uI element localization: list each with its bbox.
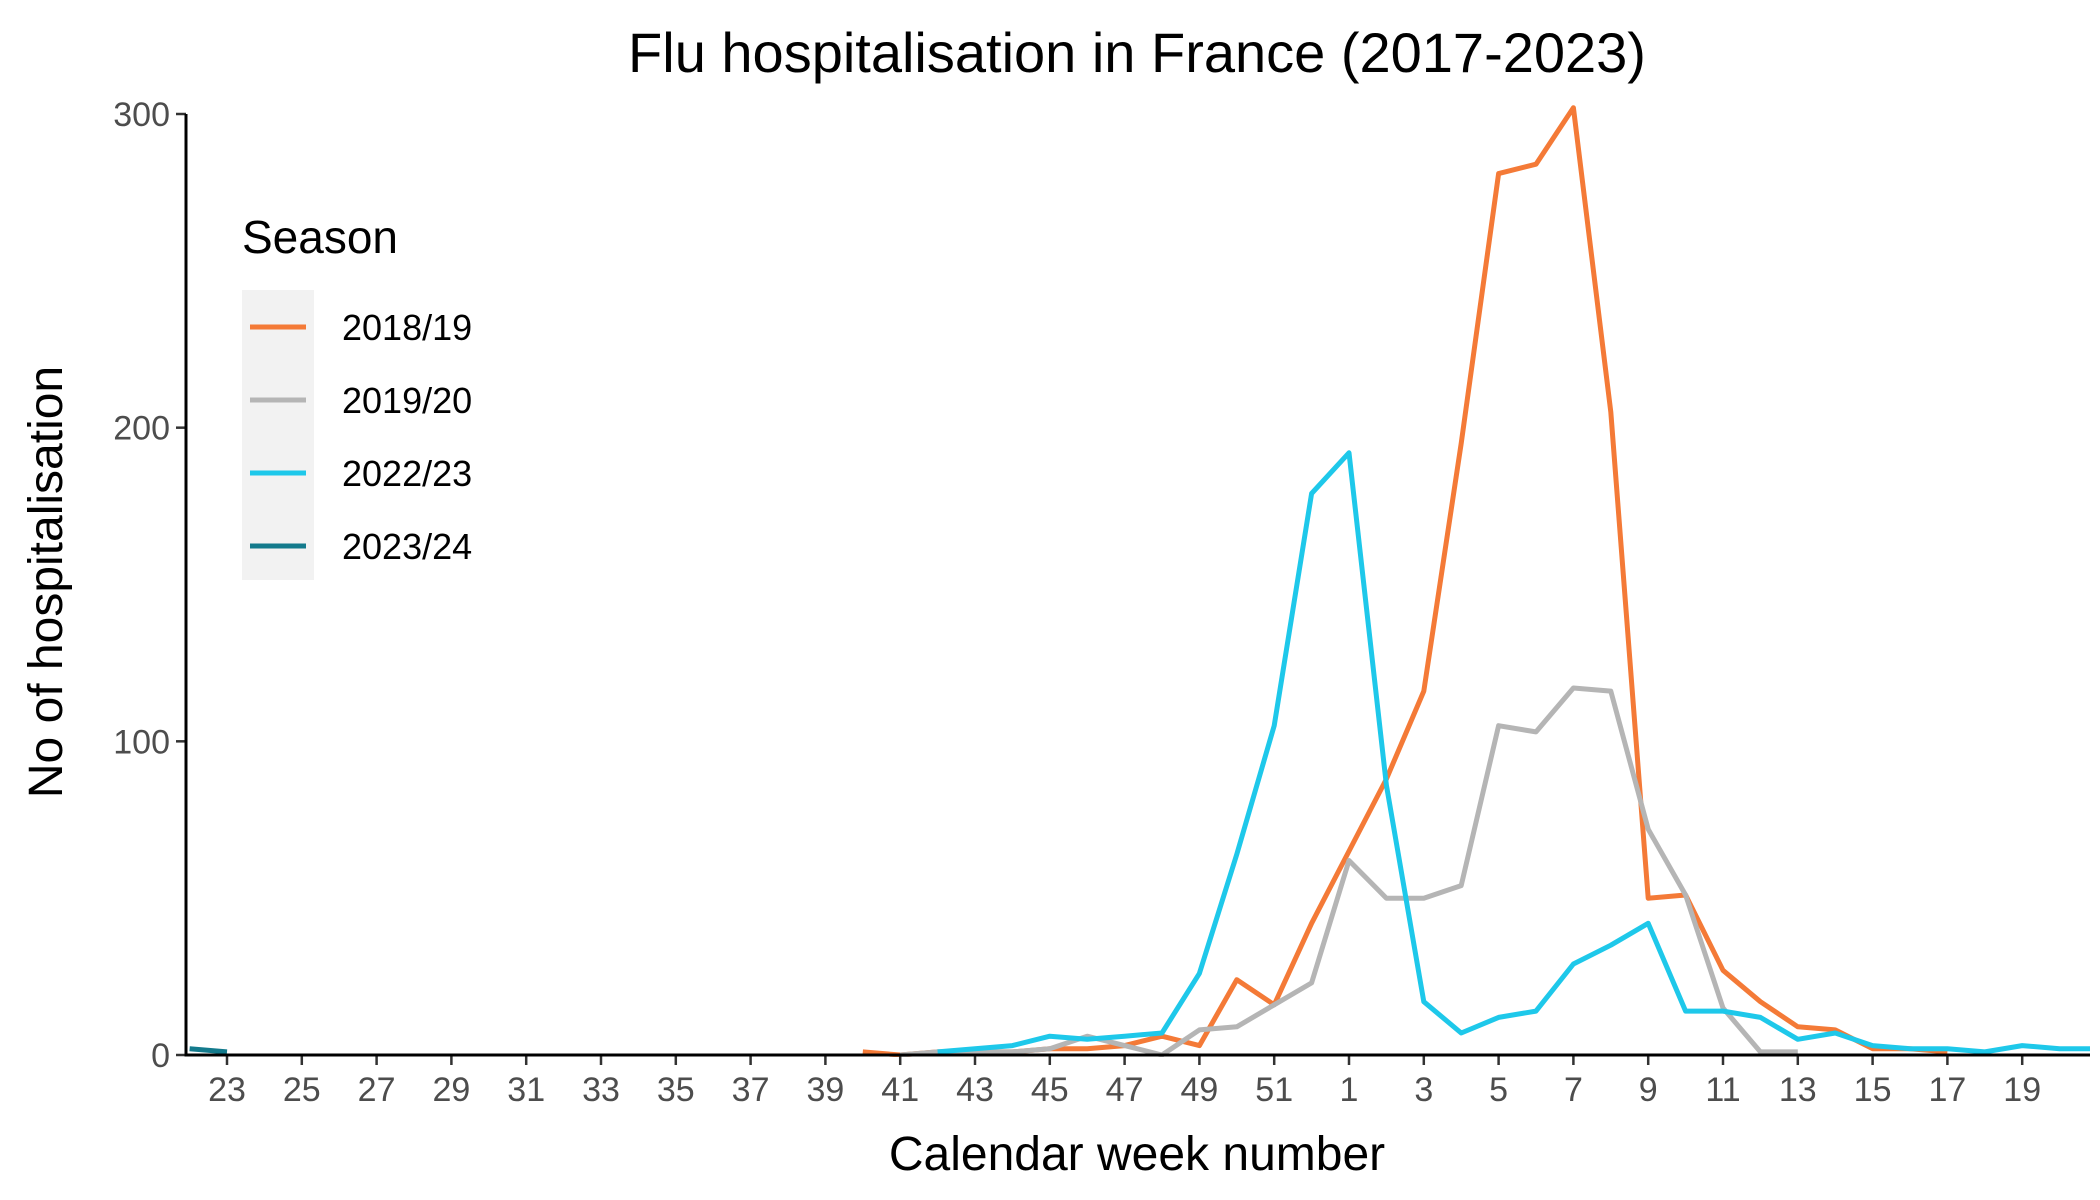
y-axis-title: No of hospitalisation — [20, 366, 73, 798]
legend-label: 2022/23 — [342, 453, 472, 494]
series-line-2018-19 — [862, 105, 1948, 1057]
y-tick-label: 300 — [113, 96, 170, 134]
series-line-2019-20 — [899, 685, 1798, 1057]
x-tick-label: 37 — [732, 1071, 770, 1109]
x-tick-label: 43 — [956, 1071, 994, 1109]
x-tick-label: 15 — [1854, 1071, 1892, 1109]
x-tick-label: 39 — [806, 1071, 844, 1109]
x-tick-label: 33 — [582, 1071, 620, 1109]
x-tick-label: 1 — [1340, 1071, 1359, 1109]
x-tick-label: 17 — [1928, 1071, 1966, 1109]
x-tick-label: 41 — [881, 1071, 919, 1109]
x-tick-label: 45 — [1031, 1071, 1069, 1109]
x-tick-label: 51 — [1255, 1071, 1293, 1109]
x-tick-label: 11 — [1705, 1071, 1740, 1109]
x-tick-label: 29 — [432, 1071, 470, 1109]
x-tick-label: 49 — [1180, 1071, 1218, 1109]
x-tick-label: 5 — [1489, 1071, 1508, 1109]
x-tick-label: 31 — [507, 1071, 545, 1109]
series-lines — [189, 105, 2090, 1057]
x-tick-label: 13 — [1779, 1071, 1817, 1109]
legend-label: 2023/24 — [342, 526, 472, 567]
legend-label: 2018/19 — [342, 307, 472, 348]
y-tick-label: 100 — [113, 723, 170, 761]
x-tick-label: 35 — [657, 1071, 695, 1109]
x-tick-label: 25 — [283, 1071, 321, 1109]
x-tick-label: 7 — [1564, 1071, 1583, 1109]
y-tick-label: 200 — [113, 410, 170, 448]
x-tick-label: 23 — [208, 1071, 246, 1109]
x-tick-label: 47 — [1106, 1071, 1144, 1109]
series-line-2023-24 — [189, 1046, 228, 1055]
chart-title: Flu hospitalisation in France (2017-2023… — [628, 21, 1646, 84]
legend-key-background — [242, 290, 314, 580]
series-line-2022-23 — [937, 450, 2090, 1055]
x-axis-title: Calendar week number — [889, 1128, 1385, 1181]
x-tick-label: 3 — [1414, 1071, 1433, 1109]
legend: Season 2018/19 2019/20 2022/23 2023/24 — [242, 211, 472, 580]
x-tick-label: 19 — [2003, 1071, 2041, 1109]
y-tick-label: 0 — [151, 1037, 170, 1075]
x-tick-label: 9 — [1639, 1071, 1658, 1109]
x-tick-label: 27 — [358, 1071, 396, 1109]
legend-title: Season — [242, 211, 398, 263]
legend-label: 2019/20 — [342, 380, 472, 421]
